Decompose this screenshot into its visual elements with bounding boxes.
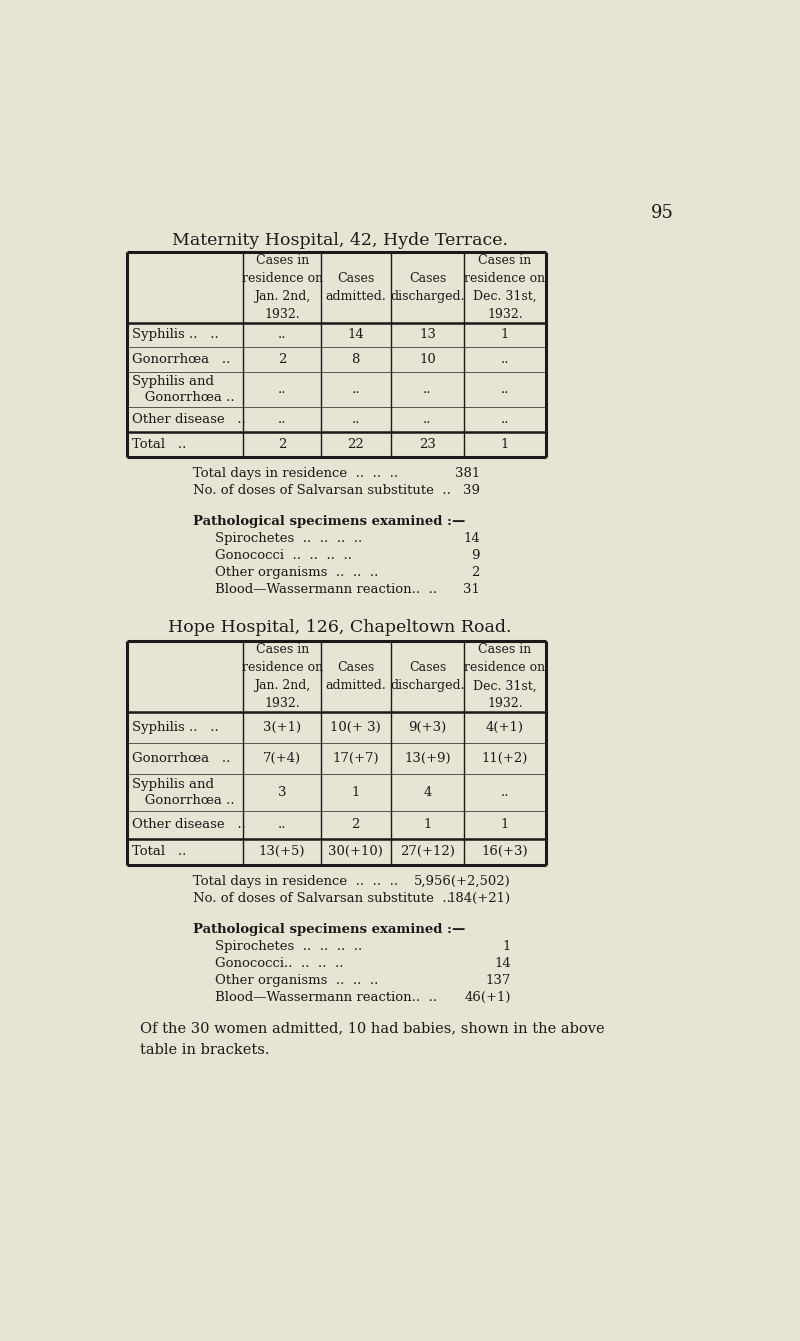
Text: Total days in residence  ..  ..  ..: Total days in residence .. .. .. xyxy=(193,467,398,480)
Text: ..: .. xyxy=(278,818,286,831)
Text: 23: 23 xyxy=(419,437,436,451)
Text: 2: 2 xyxy=(278,437,286,451)
Text: Spirochetes  ..  ..  ..  ..: Spirochetes .. .. .. .. xyxy=(214,940,362,953)
Text: ..: .. xyxy=(278,413,286,426)
Text: Cases in
residence on
Dec. 31st,
1932.: Cases in residence on Dec. 31st, 1932. xyxy=(464,253,546,320)
Text: ..: .. xyxy=(501,353,509,366)
Text: 9: 9 xyxy=(471,548,480,562)
Text: 2: 2 xyxy=(278,353,286,366)
Text: Spirochetes  ..  ..  ..  ..: Spirochetes .. .. .. .. xyxy=(214,532,362,544)
Text: 2: 2 xyxy=(351,818,360,831)
Text: 17(+7): 17(+7) xyxy=(333,752,379,764)
Text: 39: 39 xyxy=(462,484,480,498)
Text: 16(+3): 16(+3) xyxy=(482,845,528,858)
Text: No. of doses of Salvarsan substitute  ..: No. of doses of Salvarsan substitute .. xyxy=(193,892,451,905)
Text: ..: .. xyxy=(351,384,360,396)
Text: 3(+1): 3(+1) xyxy=(263,721,301,734)
Text: 10: 10 xyxy=(419,353,436,366)
Text: ..: .. xyxy=(501,384,509,396)
Text: Other organisms  ..  ..  ..: Other organisms .. .. .. xyxy=(214,566,378,578)
Text: 27(+12): 27(+12) xyxy=(400,845,455,858)
Text: ..: .. xyxy=(278,384,286,396)
Text: Cases in
residence on
Jan. 2nd,
1932.: Cases in residence on Jan. 2nd, 1932. xyxy=(242,644,322,711)
Text: 2: 2 xyxy=(471,566,480,578)
Text: Other organisms  ..  ..  ..: Other organisms .. .. .. xyxy=(214,974,378,987)
Text: Gonorrhœa   ..: Gonorrhœa .. xyxy=(132,353,230,366)
Text: Total   ..: Total .. xyxy=(132,845,186,858)
Text: 4(+1): 4(+1) xyxy=(486,721,524,734)
Text: 7(+4): 7(+4) xyxy=(263,752,301,764)
Text: ..: .. xyxy=(278,329,286,342)
Text: Pathological specimens examined :—: Pathological specimens examined :— xyxy=(193,515,466,528)
Text: Cases
discharged.: Cases discharged. xyxy=(390,272,465,303)
Text: 13: 13 xyxy=(419,329,436,342)
Text: 95: 95 xyxy=(650,204,674,223)
Text: Cases
admitted.: Cases admitted. xyxy=(326,661,386,692)
Text: 46(+1): 46(+1) xyxy=(464,991,510,1003)
Text: Cases in
residence on
Dec. 31st,
1932.: Cases in residence on Dec. 31st, 1932. xyxy=(464,644,546,711)
Text: No. of doses of Salvarsan substitute  ..: No. of doses of Salvarsan substitute .. xyxy=(193,484,451,498)
Text: 8: 8 xyxy=(351,353,360,366)
Text: 31: 31 xyxy=(463,582,480,595)
Text: Of the 30 women admitted, 10 had babies, shown in the above
table in brackets.: Of the 30 women admitted, 10 had babies,… xyxy=(140,1022,605,1058)
Text: 4: 4 xyxy=(423,786,432,799)
Text: 381: 381 xyxy=(454,467,480,480)
Text: 5,956(+2,502): 5,956(+2,502) xyxy=(414,876,510,888)
Text: ..: .. xyxy=(501,413,509,426)
Text: 1: 1 xyxy=(351,786,360,799)
Text: Hope Hospital, 126, Chapeltown Road.: Hope Hospital, 126, Chapeltown Road. xyxy=(169,620,512,636)
Text: 1: 1 xyxy=(501,329,509,342)
Text: 13(+5): 13(+5) xyxy=(259,845,306,858)
Text: 11(+2): 11(+2) xyxy=(482,752,528,764)
Text: 9(+3): 9(+3) xyxy=(408,721,446,734)
Text: Blood—Wassermann reaction..  ..: Blood—Wassermann reaction.. .. xyxy=(214,991,437,1003)
Text: 22: 22 xyxy=(347,437,364,451)
Text: Gonorrhœa   ..: Gonorrhœa .. xyxy=(132,752,230,764)
Text: 14: 14 xyxy=(463,532,480,544)
Text: Syphilis and
   Gonorrhœa ..: Syphilis and Gonorrhœa .. xyxy=(132,375,234,405)
Text: Blood—Wassermann reaction..  ..: Blood—Wassermann reaction.. .. xyxy=(214,582,437,595)
Text: 137: 137 xyxy=(486,974,510,987)
Text: Gonococci..  ..  ..  ..: Gonococci.. .. .. .. xyxy=(214,956,343,970)
Text: 1: 1 xyxy=(502,940,510,953)
Text: 1: 1 xyxy=(423,818,432,831)
Text: 30(+10): 30(+10) xyxy=(328,845,383,858)
Text: Other disease   ..: Other disease .. xyxy=(132,818,246,831)
Text: Gonococci  ..  ..  ..  ..: Gonococci .. .. .. .. xyxy=(214,548,352,562)
Text: Other disease   ..: Other disease .. xyxy=(132,413,246,426)
Text: 10(+ 3): 10(+ 3) xyxy=(330,721,381,734)
Text: Cases
admitted.: Cases admitted. xyxy=(326,272,386,303)
Text: Syphilis ..   ..: Syphilis .. .. xyxy=(132,721,218,734)
Text: ..: .. xyxy=(423,384,432,396)
Text: 184(+21): 184(+21) xyxy=(448,892,510,905)
Text: Syphilis ..   ..: Syphilis .. .. xyxy=(132,329,218,342)
Text: 1: 1 xyxy=(501,437,509,451)
Text: Cases in
residence on
Jan. 2nd,
1932.: Cases in residence on Jan. 2nd, 1932. xyxy=(242,253,322,320)
Text: Total   ..: Total .. xyxy=(132,437,186,451)
Text: Total days in residence  ..  ..  ..: Total days in residence .. .. .. xyxy=(193,876,398,888)
Text: Pathological specimens examined :—: Pathological specimens examined :— xyxy=(193,923,466,936)
Text: Cases
discharged.: Cases discharged. xyxy=(390,661,465,692)
Text: 13(+9): 13(+9) xyxy=(404,752,450,764)
Text: 1: 1 xyxy=(501,818,509,831)
Text: Maternity Hospital, 42, Hyde Terrace.: Maternity Hospital, 42, Hyde Terrace. xyxy=(172,232,508,248)
Text: ..: .. xyxy=(423,413,432,426)
Text: 14: 14 xyxy=(347,329,364,342)
Text: 14: 14 xyxy=(494,956,510,970)
Text: ..: .. xyxy=(351,413,360,426)
Text: 3: 3 xyxy=(278,786,286,799)
Text: ..: .. xyxy=(501,786,509,799)
Text: Syphilis and
   Gonorrhœa ..: Syphilis and Gonorrhœa .. xyxy=(132,778,234,807)
